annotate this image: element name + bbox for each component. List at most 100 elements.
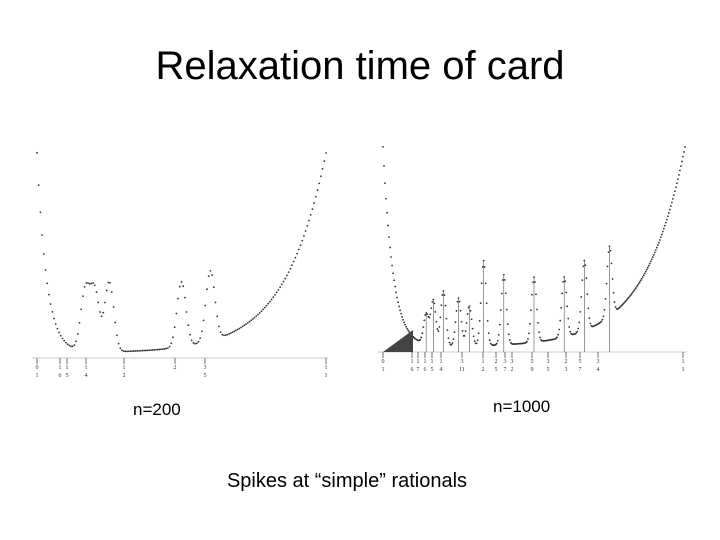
curve-point [314, 195, 317, 198]
curve-point [56, 327, 59, 330]
curve-point [499, 309, 502, 311]
curve-point [262, 308, 264, 311]
curve-point [304, 230, 307, 232]
curve-point [184, 296, 186, 299]
curve-point [565, 291, 568, 294]
curve-point [669, 208, 671, 211]
curve-point [437, 330, 440, 333]
curve-point [119, 347, 122, 350]
curve-point [482, 259, 485, 262]
curve-point [221, 333, 224, 336]
curve-point [425, 312, 428, 314]
curve-point [633, 288, 636, 291]
curve-point [631, 291, 634, 294]
curve-point [167, 347, 169, 349]
curve-point [663, 224, 666, 227]
curve-point [642, 274, 645, 277]
curve-point [73, 344, 76, 346]
curve-point [537, 321, 539, 324]
curve-point [451, 342, 454, 344]
curve-point [447, 337, 450, 340]
curve-point [83, 286, 86, 288]
curve-point [320, 175, 322, 178]
curve-point [258, 311, 261, 314]
curve-point [406, 327, 409, 330]
curve-point [252, 318, 254, 320]
curve-point [530, 309, 532, 312]
curve-point [670, 205, 672, 207]
curve-point [153, 348, 156, 351]
curve-point [316, 189, 319, 192]
curve-point [660, 233, 663, 236]
curve-point [459, 309, 462, 312]
curve-point [667, 212, 670, 214]
curve-point [609, 249, 612, 252]
curve-point [635, 285, 638, 288]
curve-point [489, 342, 492, 345]
curve-point [436, 328, 439, 330]
curve-point [678, 173, 680, 176]
curve-point [265, 304, 268, 307]
curve-point [190, 339, 193, 342]
x-tick-denominator: 1 [325, 373, 328, 379]
curve-point [150, 349, 152, 352]
x-tick-numerator: 1 [123, 365, 126, 371]
curve-point [407, 329, 410, 332]
curve-point [260, 310, 263, 313]
curve-point [214, 301, 217, 304]
curve-point [58, 331, 60, 334]
curve-point [255, 315, 258, 317]
curve-point [439, 316, 442, 319]
curve-point [607, 251, 610, 254]
curve-point [579, 311, 582, 313]
curve-point [672, 197, 674, 200]
curve-point [440, 304, 443, 307]
curve-point [399, 309, 402, 312]
curve-point [63, 339, 66, 342]
x-tick-denominator: 9 [531, 367, 534, 373]
curve-point [173, 326, 176, 329]
curve-point [664, 221, 667, 224]
curve-point [133, 350, 135, 352]
curve-point [500, 292, 503, 295]
curve-point [567, 317, 570, 320]
curve-point [637, 282, 640, 285]
curve-point [445, 317, 448, 320]
curve-point [44, 269, 47, 271]
curve-point [683, 151, 685, 153]
curve-point [182, 285, 185, 288]
curve-point [587, 307, 590, 310]
x-tick-numerator: 1 [325, 365, 328, 371]
curve-point [116, 334, 118, 337]
curve-point [39, 211, 42, 214]
x-tick-denominator: 1 [36, 373, 39, 379]
curve-point [588, 317, 591, 320]
curve-point [448, 341, 451, 344]
curve-point [636, 284, 639, 287]
curve-point [395, 291, 397, 294]
curve-point [233, 330, 236, 333]
x-tick-denominator: 3 [565, 367, 568, 373]
curve-point [92, 282, 94, 284]
curve-point [195, 342, 198, 345]
curve-point [578, 321, 581, 324]
curve-point [194, 342, 197, 345]
curve-point [601, 318, 604, 321]
curve-point [99, 311, 101, 313]
x-tick-denominator: 2 [482, 367, 485, 373]
curve-point [155, 348, 157, 351]
x-tick-numerator: 1 [85, 365, 88, 371]
curve-point [498, 323, 501, 326]
curve-point [241, 325, 244, 328]
curve-point [680, 165, 682, 167]
curve-point [386, 211, 388, 214]
curve-point [59, 334, 62, 337]
curve-point [497, 333, 500, 336]
curve-point [88, 282, 91, 285]
x-tick-numerator: 3 [504, 359, 507, 365]
curve-point [454, 321, 457, 324]
curve-point [647, 264, 650, 267]
curve-point [156, 348, 159, 351]
x-tick-denominator: 7 [417, 367, 420, 373]
curve-point [676, 182, 678, 185]
